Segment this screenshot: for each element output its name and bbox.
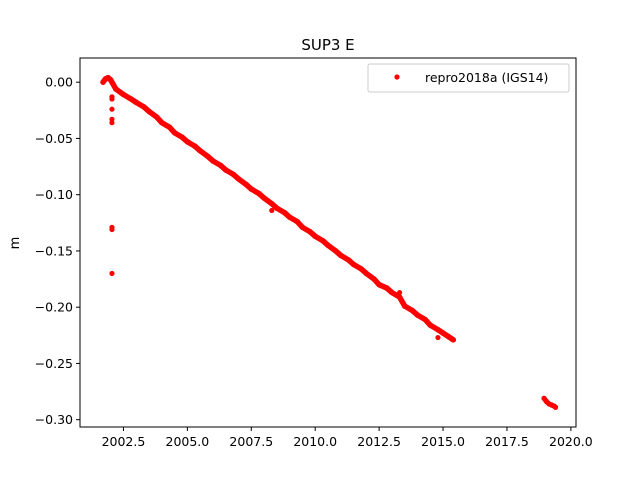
y-axis-label: m (8, 237, 23, 250)
x-axis: 2002.5 2005.0 2007.5 2010.0 2012.5 2015.0 2017… (102, 427, 593, 449)
axes-frame (79, 57, 577, 428)
legend-box (367, 63, 570, 93)
x-tick-label: 2010.0 (293, 434, 337, 449)
data-point (109, 106, 115, 112)
y-tick-label: −0.05 (35, 131, 73, 146)
x-tick-label: 2015.0 (421, 434, 465, 449)
data-point (435, 334, 441, 341)
x-tick-label: 2002.5 (102, 434, 146, 449)
data-point (109, 120, 115, 126)
y-tick-label: −0.25 (35, 356, 73, 371)
x-tick-label: 2007.5 (229, 434, 273, 449)
legend-label: repro2018a (IGS14) (425, 70, 548, 85)
data-band-segment (445, 333, 457, 343)
data-point (109, 96, 115, 102)
x-tick-label: 2020.0 (549, 434, 593, 449)
y-tick-label: −0.30 (35, 412, 73, 427)
legend-marker (394, 74, 400, 80)
y-tick-label: 0.00 (45, 75, 73, 90)
x-tick-label: 2017.5 (485, 434, 529, 449)
plot-points (100, 74, 559, 410)
data-band-segment (551, 403, 559, 410)
y-tick-label: −0.10 (35, 187, 73, 202)
data-point (269, 207, 275, 214)
x-tick-label: 2012.5 (357, 434, 401, 449)
y-tick-label: −0.15 (35, 243, 73, 258)
chart-title: SUP3 E (301, 36, 354, 54)
legend: repro2018a (IGS14) (367, 63, 570, 93)
data-point (109, 226, 115, 233)
x-tick-label: 2005.0 (166, 434, 210, 449)
data-point (109, 270, 115, 277)
y-tick-label: −0.20 (35, 300, 73, 315)
y-axis: 0.00 −0.05 −0.10 −0.15 −0.20 −0.25 −0.30 (35, 75, 80, 427)
